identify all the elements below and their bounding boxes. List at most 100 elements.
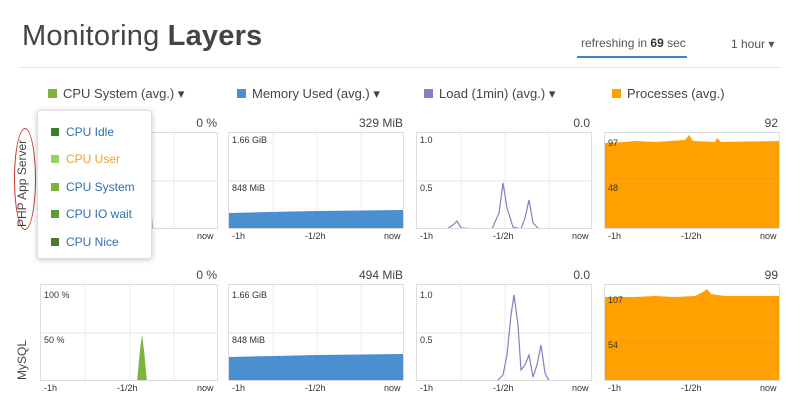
processes-grid-label-top: 107	[608, 295, 624, 305]
load-grid-label-mid: 0.5	[420, 335, 433, 345]
load-line-series	[497, 294, 550, 380]
cpu-metric-dropdown: CPU Idle CPU User CPU System CPU IO wait…	[37, 110, 152, 259]
row-highlight-oval	[14, 128, 36, 230]
cpu-io-wait-swatch-icon	[51, 210, 59, 218]
column-header-processes[interactable]: Processes (avg.)	[612, 86, 725, 101]
page-title-light: Monitoring	[22, 20, 160, 52]
x-axis-mid-label: -1/2h	[305, 383, 326, 393]
memory-grid-label-mid: 848 MiB	[232, 183, 266, 193]
load-chart[interactable]: 1.0 0.5	[416, 284, 592, 381]
x-axis-end-label: now	[197, 383, 214, 393]
dropdown-item-cpu-system[interactable]: CPU System	[51, 180, 135, 194]
dropdown-item-cpu-user[interactable]: CPU User	[51, 152, 120, 166]
current-value-cpu: 0 %	[196, 116, 217, 130]
x-axis-end-label: now	[197, 231, 214, 241]
refresh-seconds: 69	[650, 36, 664, 50]
cpu-grid-label-mid: 50 %	[44, 335, 65, 345]
column-header-load[interactable]: Load (1min) (avg.) ▾	[424, 86, 555, 102]
load-chart[interactable]: 1.0 0.5	[416, 132, 592, 229]
load-grid-label-mid: 0.5	[420, 183, 433, 193]
refresh-countdown[interactable]: refreshing in 69 sec	[581, 36, 686, 50]
memory-grid-label-top: 1.66 GiB	[232, 290, 268, 300]
x-axis-end-label: now	[384, 383, 401, 393]
dropdown-item-label: CPU Idle	[66, 125, 115, 139]
x-axis-mid-label: -1/2h	[117, 383, 138, 393]
x-axis-mid-label: -1/2h	[305, 231, 326, 241]
memory-swatch-icon	[237, 89, 246, 98]
processes-area-series	[605, 135, 779, 228]
cpu-nice-swatch-icon	[51, 238, 59, 246]
memory-grid-label-mid: 848 MiB	[232, 335, 266, 345]
dropdown-item-label: CPU System	[66, 180, 135, 194]
refresh-suffix: sec	[667, 36, 686, 50]
column-header-processes-label: Processes (avg.)	[627, 86, 725, 101]
dropdown-item-label: CPU IO wait	[66, 207, 133, 221]
processes-grid-label-mid: 48	[608, 183, 619, 193]
row-label-php-app-server: PHP App Server	[15, 139, 29, 227]
cpu-idle-swatch-icon	[51, 128, 59, 136]
column-header-load-label: Load (1min) (avg.) ▾	[439, 86, 556, 101]
column-header-cpu-label: CPU System (avg.) ▾	[63, 86, 185, 101]
cpu-grid-label-top: 100 %	[44, 290, 70, 300]
dropdown-item-cpu-idle[interactable]: CPU Idle	[51, 125, 114, 139]
current-value-processes: 99	[764, 268, 778, 282]
current-value-cpu: 0 %	[196, 268, 217, 282]
memory-chart-svg	[229, 285, 403, 380]
refresh-progress-bar	[577, 56, 687, 58]
memory-area-series	[229, 210, 403, 228]
memory-chart[interactable]: 1.66 GiB 848 MiB	[228, 132, 404, 229]
memory-chart[interactable]: 1.66 GiB 848 MiB	[228, 284, 404, 381]
dropdown-item-cpu-io-wait[interactable]: CPU IO wait	[51, 207, 132, 221]
memory-area-series	[229, 354, 403, 380]
current-value-memory: 494 MiB	[358, 268, 403, 282]
current-value-load: 0.0	[573, 116, 590, 130]
column-header-memory-label: Memory Used (avg.) ▾	[252, 86, 380, 101]
processes-swatch-icon	[612, 89, 621, 98]
x-axis-mid-label: -1/2h	[681, 383, 702, 393]
time-range-select[interactable]: 1 hour ▾	[731, 37, 775, 51]
x-axis-mid-label: -1/2h	[493, 231, 514, 241]
x-axis-end-label: now	[760, 231, 777, 241]
x-axis-start-label: -1h	[608, 231, 622, 241]
header-divider	[20, 67, 780, 68]
x-axis-start-label: -1h	[420, 383, 434, 393]
x-axis-end-label: now	[384, 231, 401, 241]
processes-chart[interactable]: 97 48	[604, 132, 780, 229]
load-line-series	[447, 182, 539, 228]
x-axis-mid-label: -1/2h	[681, 231, 702, 241]
cpu-swatch-icon	[48, 89, 57, 98]
x-axis-start-label: -1h	[232, 383, 246, 393]
current-value-load: 0.0	[573, 268, 590, 282]
load-grid-label-top: 1.0	[420, 135, 433, 145]
load-grid-label-top: 1.0	[420, 290, 433, 300]
page-title: Monitoring Layers	[22, 20, 262, 53]
x-axis-start-label: -1h	[44, 383, 58, 393]
column-header-memory[interactable]: Memory Used (avg.) ▾	[237, 86, 380, 102]
page-title-bold: Layers	[167, 20, 263, 52]
processes-chart[interactable]: 107 54	[604, 284, 780, 381]
x-axis-start-label: -1h	[232, 231, 246, 241]
memory-grid-label-top: 1.66 GiB	[232, 135, 268, 145]
current-value-memory: 329 MiB	[358, 116, 403, 130]
load-chart-svg	[417, 133, 591, 228]
column-header-cpu[interactable]: CPU System (avg.) ▾	[48, 86, 184, 102]
refresh-prefix: refreshing in	[581, 36, 648, 50]
x-axis-start-label: -1h	[608, 383, 622, 393]
dropdown-item-label: CPU Nice	[66, 235, 119, 249]
x-axis-start-label: -1h	[420, 231, 434, 241]
load-chart-svg	[417, 285, 591, 380]
header: Monitoring Layers refreshing in 69 sec 1…	[0, 0, 800, 70]
processes-area-series	[605, 289, 779, 380]
processes-grid-label-mid: 54	[608, 340, 619, 350]
dropdown-item-label: CPU User	[66, 152, 121, 166]
processes-chart-svg	[605, 135, 779, 228]
x-axis-end-label: now	[572, 383, 589, 393]
x-axis-mid-label: -1/2h	[493, 383, 514, 393]
x-axis-end-label: now	[760, 383, 777, 393]
cpu-chart[interactable]: 100 % 50 %	[40, 284, 218, 381]
dropdown-item-cpu-nice[interactable]: CPU Nice	[51, 235, 119, 249]
cpu-user-swatch-icon	[51, 155, 59, 163]
cpu-system-swatch-icon	[51, 183, 59, 191]
row-label-mysql: MySQL	[15, 339, 29, 380]
processes-chart-svg	[605, 289, 779, 380]
